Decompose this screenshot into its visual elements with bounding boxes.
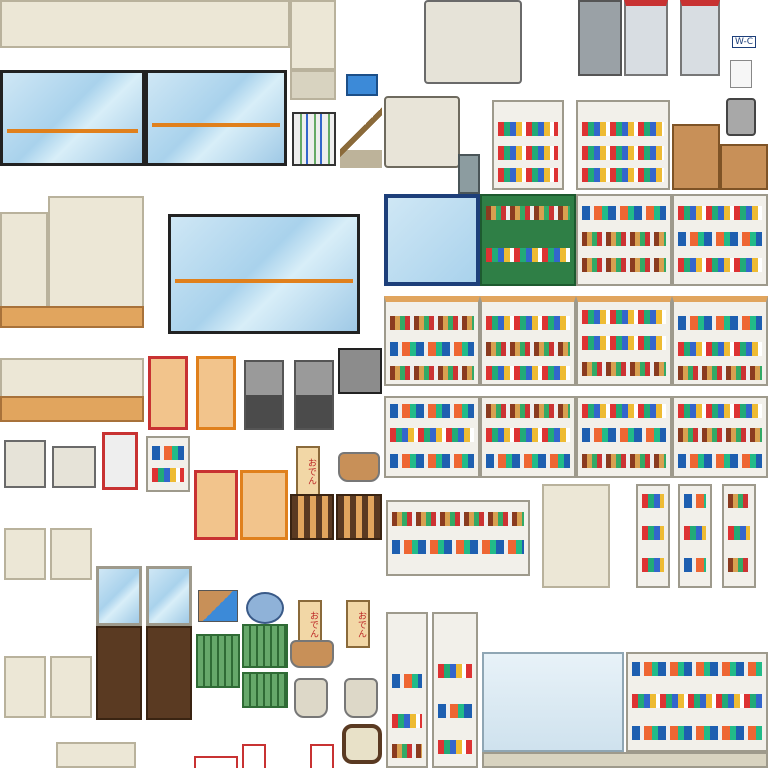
goods-shelf-icon (480, 396, 576, 478)
snack-shelf-icon (576, 194, 672, 286)
drink-shelf-icon (672, 194, 768, 286)
reach-in-cooler-icon (146, 566, 192, 626)
hot-case-icon (310, 744, 334, 768)
glass-door-cooler-icon (168, 214, 360, 334)
atm-machine-icon (578, 0, 622, 76)
snack-bowl-icon (246, 592, 284, 624)
bread-shelf-icon (386, 500, 530, 576)
wooden-cabinet-icon (96, 626, 142, 720)
counter-top-icon (0, 0, 290, 48)
tall-drink-shelf-icon (722, 484, 756, 588)
reach-in-cooler-icon (96, 566, 142, 626)
register-counter-icon (0, 358, 144, 398)
drink-cooler-icon (384, 194, 480, 286)
display-case-icon (102, 432, 138, 490)
mini-shelf-icon (146, 436, 190, 492)
oden-pot-icon (290, 494, 334, 540)
hot-case-icon (242, 744, 266, 768)
wooden-cabinet-icon (146, 626, 192, 720)
counter-base-icon (482, 752, 768, 768)
rice-cooker-icon (294, 678, 328, 718)
manju-steamer-icon (290, 640, 334, 668)
tall-drink-shelf-icon (678, 484, 712, 588)
goods-shelf-icon (672, 396, 768, 478)
glass-door-cooler-icon (0, 70, 145, 166)
snack-shelf-icon (480, 296, 576, 386)
mop-icon (340, 100, 382, 168)
goods-shelf-icon (576, 396, 672, 478)
blue-tray-icon (346, 74, 378, 96)
wc-sign: W-C (732, 36, 757, 48)
drink-shelf-icon (492, 100, 564, 190)
notice-paper-icon (730, 60, 752, 88)
chair-icon (50, 656, 92, 718)
shopping-basket-icon (196, 634, 240, 688)
ticket-machine-icon (424, 0, 522, 84)
chair-icon (4, 528, 46, 580)
hot-case-icon (240, 470, 288, 540)
rice-cooker-icon (344, 678, 378, 718)
snack-shelf-icon (384, 296, 480, 386)
magazine-rack-icon (626, 652, 768, 752)
magazine-rack-icon (386, 612, 428, 768)
umbrella-stand-icon (292, 112, 336, 166)
copy-machine-icon (384, 96, 460, 168)
oden-pot-icon (336, 494, 382, 540)
hot-case-icon (194, 470, 238, 540)
locker-icon (542, 484, 610, 588)
drink-shelf-icon (576, 296, 672, 386)
tall-drink-shelf-icon (636, 484, 670, 588)
hot-case-icon (148, 356, 188, 430)
counter-corner-icon (290, 0, 336, 70)
refrigerator-cabinet-icon (48, 196, 144, 308)
vending-panel-icon (244, 360, 284, 430)
shopping-basket-icon (242, 672, 288, 708)
manju-steamer-icon (338, 452, 380, 482)
ticket-gate-icon (624, 0, 668, 76)
oden-sign: おでん (346, 600, 370, 648)
cash-register-icon (52, 446, 96, 488)
snack-pack-icon (198, 590, 238, 622)
chair-icon (4, 656, 46, 718)
bento-shelf-icon (480, 194, 576, 286)
window-shelf-icon (482, 652, 624, 752)
vending-panel-icon (294, 360, 334, 430)
snack-shelf-icon (672, 296, 768, 386)
oden-sign: おでん (296, 446, 320, 496)
wall-clock-icon (342, 724, 382, 764)
chair-icon (50, 528, 92, 580)
ticket-gate-icon (680, 0, 720, 76)
hot-case-icon (196, 356, 236, 430)
cash-register-icon (4, 440, 46, 488)
bench-icon (56, 742, 136, 768)
cabinet-base-icon (0, 306, 144, 328)
goods-shelf-icon (384, 396, 480, 478)
microwave-icon (338, 348, 382, 394)
cardboard-box-icon (720, 144, 768, 190)
storage-drawer-icon (290, 70, 336, 100)
magazine-rack-icon (432, 612, 478, 768)
glass-door-cooler-icon (145, 70, 287, 166)
register-counter-base-icon (0, 396, 144, 422)
shopping-basket-icon (242, 624, 288, 668)
cardboard-box-icon (672, 124, 720, 190)
trash-bin-icon (726, 98, 756, 136)
drink-shelf-icon (576, 100, 670, 190)
copy-machine-tray-icon (458, 154, 480, 194)
hot-case-icon (194, 756, 238, 768)
